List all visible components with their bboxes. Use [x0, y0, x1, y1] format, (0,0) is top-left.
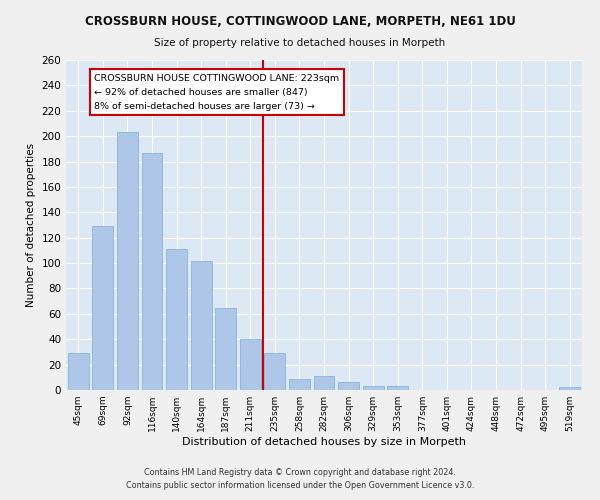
- Bar: [166, 249, 187, 390]
- Text: Size of property relative to detached houses in Morpeth: Size of property relative to detached ho…: [154, 38, 446, 48]
- Bar: [265, 353, 286, 390]
- Bar: [559, 388, 580, 390]
- Bar: [314, 376, 334, 390]
- Bar: [240, 339, 261, 390]
- Bar: [387, 386, 408, 390]
- Bar: [338, 382, 359, 390]
- Text: CROSSBURN HOUSE COTTINGWOOD LANE: 223sqm
← 92% of detached houses are smaller (8: CROSSBURN HOUSE COTTINGWOOD LANE: 223sqm…: [94, 74, 340, 111]
- Bar: [92, 226, 113, 390]
- Bar: [215, 308, 236, 390]
- Bar: [191, 260, 212, 390]
- Text: Contains HM Land Registry data © Crown copyright and database right 2024.
Contai: Contains HM Land Registry data © Crown c…: [126, 468, 474, 490]
- Text: CROSSBURN HOUSE, COTTINGWOOD LANE, MORPETH, NE61 1DU: CROSSBURN HOUSE, COTTINGWOOD LANE, MORPE…: [85, 15, 515, 28]
- Bar: [289, 378, 310, 390]
- Bar: [362, 386, 383, 390]
- Bar: [142, 152, 163, 390]
- Bar: [68, 353, 89, 390]
- X-axis label: Distribution of detached houses by size in Morpeth: Distribution of detached houses by size …: [182, 437, 466, 447]
- Y-axis label: Number of detached properties: Number of detached properties: [26, 143, 36, 307]
- Bar: [117, 132, 138, 390]
